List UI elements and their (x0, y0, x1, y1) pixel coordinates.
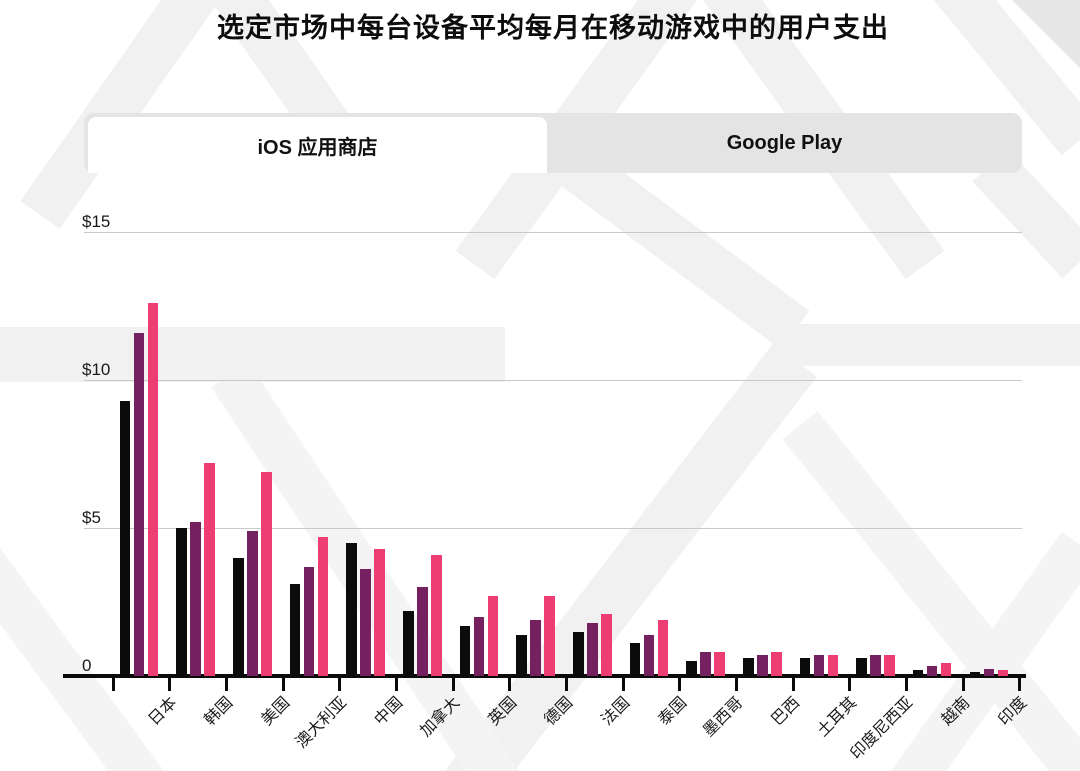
bar-series-1-8 (516, 634, 527, 676)
bar-series-1-12 (743, 658, 754, 676)
bar-series-3-2 (204, 462, 215, 676)
bar-series-1-2 (176, 528, 187, 676)
bar-series-3-3 (261, 471, 272, 676)
bar-series-2-10 (643, 634, 655, 676)
bar-series-3-12 (771, 652, 782, 676)
x-tick (281, 678, 285, 691)
x-axis-label-11: 墨西哥 (700, 694, 747, 741)
x-axis-label-5: 中国 (371, 694, 407, 729)
x-tick (225, 678, 228, 691)
bar-series-3-1 (147, 303, 159, 676)
x-axis-label-15: 越南 (938, 694, 974, 729)
bar-series-2-1 (133, 332, 145, 676)
x-tick (111, 678, 115, 691)
x-axis-label-3: 美国 (258, 694, 294, 729)
x-tick (451, 678, 455, 691)
gridline-10 (84, 380, 1022, 381)
bar-series-3-6 (431, 554, 442, 676)
bar-series-3-15 (940, 662, 952, 676)
bar-series-2-16 (983, 668, 995, 676)
x-axis-label-2: 韩国 (202, 694, 237, 729)
x-tick (565, 678, 568, 691)
store-tabs: iOS 应用商店 Google Play (84, 113, 1022, 173)
x-tick (621, 678, 625, 691)
bar-series-2-6 (417, 587, 428, 676)
x-tick (904, 678, 908, 691)
y-axis-label-15: $15 (82, 212, 111, 231)
x-axis-label-6: 加拿大 (417, 694, 464, 741)
x-axis-label-1: 日本 (145, 694, 180, 729)
x-tick (961, 678, 965, 691)
tab-ios-app-store-label: iOS 应用商店 (257, 136, 378, 159)
y-axis-label-5: $5 (82, 508, 101, 527)
bar-series-2-12 (757, 655, 768, 676)
bar-series-1-16 (969, 671, 981, 676)
x-axis-label-8: 德国 (541, 694, 577, 729)
bar-series-2-11 (700, 652, 711, 676)
bar-series-3-10 (657, 619, 669, 676)
bar-series-3-4 (317, 536, 329, 676)
bar-series-2-5 (360, 569, 371, 676)
x-tick (791, 678, 795, 691)
bar-series-1-5 (346, 542, 357, 676)
bar-series-1-10 (629, 643, 641, 676)
x-axis-label-13: 土耳其 (813, 694, 860, 741)
bar-series-1-13 (799, 658, 811, 676)
bar-series-1-1 (119, 400, 131, 676)
bar-series-2-2 (190, 522, 201, 676)
x-axis-label-4: 澳大利亚 (292, 694, 350, 752)
chart-title: 选定市场中每台设备平均每月在移动游戏中的用户支出 (217, 13, 889, 43)
tab-google-play[interactable]: Google Play (547, 113, 1022, 173)
gridline-5 (84, 528, 1022, 529)
bar-series-2-13 (813, 655, 825, 676)
x-tick (735, 678, 738, 691)
bar-series-3-7 (487, 596, 499, 676)
x-tick (338, 678, 342, 691)
bar-series-2-9 (587, 622, 598, 676)
x-tick (395, 678, 398, 691)
bar-series-3-9 (601, 613, 612, 676)
x-axis-label-10: 泰国 (655, 694, 690, 729)
bar-series-2-7 (473, 616, 485, 676)
bar-series-1-6 (403, 610, 414, 676)
bar-series-1-14 (856, 658, 867, 676)
x-tick (848, 678, 852, 691)
x-tick (1018, 678, 1022, 691)
bar-series-2-14 (870, 655, 881, 676)
y-axis-label-10: $10 (82, 360, 111, 379)
bar-series-2-3 (247, 531, 258, 676)
bar-series-1-9 (573, 631, 584, 676)
bar-series-2-4 (303, 566, 315, 676)
x-tick (678, 678, 682, 691)
bar-series-1-4 (289, 584, 301, 676)
bar-series-2-15 (926, 665, 938, 676)
bar-series-1-7 (459, 625, 471, 676)
x-tick (168, 678, 172, 691)
bar-series-1-15 (912, 670, 924, 676)
x-axis-label-9: 法国 (598, 694, 634, 729)
bar-series-3-16 (997, 670, 1009, 676)
tab-google-play-label: Google Play (726, 131, 843, 154)
x-axis-label-12: 巴西 (768, 694, 804, 729)
bar-series-3-14 (884, 655, 895, 676)
x-axis-label-7: 英国 (485, 694, 520, 729)
y-axis-label-0: 0 (82, 656, 92, 675)
gridline-15 (84, 232, 1022, 233)
x-axis-line (63, 674, 1026, 678)
bar-series-3-5 (374, 548, 385, 676)
x-tick (508, 678, 512, 691)
bar-series-1-11 (686, 661, 697, 676)
bar-series-3-8 (544, 596, 555, 676)
tab-ios-app-store[interactable]: iOS 应用商店 (88, 117, 547, 173)
x-axis-label-16: 印度 (995, 694, 1030, 729)
bar-series-2-8 (530, 619, 541, 676)
bar-series-3-11 (714, 652, 725, 676)
bar-series-3-13 (827, 655, 839, 676)
bar-series-1-3 (233, 557, 244, 676)
